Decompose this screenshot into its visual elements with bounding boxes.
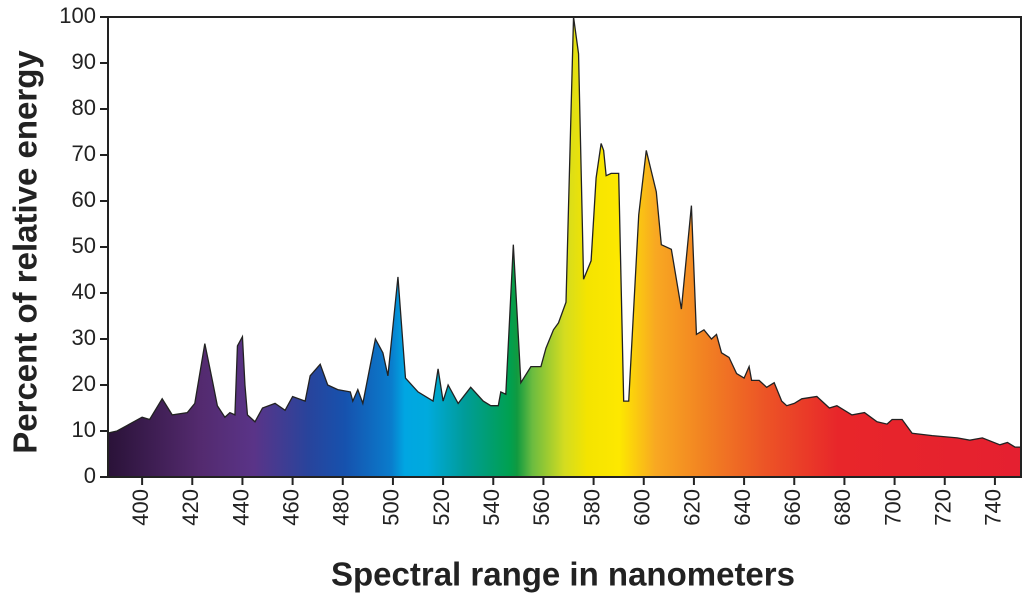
- x-tick-label: 680: [830, 489, 855, 526]
- y-tick-label: 30: [72, 325, 96, 350]
- y-axis-label: Percent of relative energy: [7, 50, 44, 454]
- x-tick-label: 400: [128, 489, 153, 526]
- y-tick-label: 80: [72, 95, 96, 120]
- x-tick-label: 500: [379, 489, 404, 526]
- y-tick-label: 40: [72, 279, 96, 304]
- x-tick-label: 480: [329, 489, 354, 526]
- area-fill: [107, 17, 1020, 477]
- y-tick-label: 50: [72, 233, 96, 258]
- x-tick-label: 620: [680, 489, 705, 526]
- x-tick-label: 640: [730, 489, 755, 526]
- area-outline: [106, 16, 1020, 448]
- x-tick-label: 600: [630, 489, 655, 526]
- y-tick-label: 100: [59, 3, 96, 28]
- y-tick-label: 70: [72, 141, 96, 166]
- y-tick-label: 0: [84, 463, 96, 488]
- x-tick-label: 560: [529, 489, 554, 526]
- y-tick-label: 10: [72, 417, 96, 442]
- x-tick-label: 660: [780, 489, 805, 526]
- y-tick-label: 60: [72, 187, 96, 212]
- x-tick-label: 700: [880, 489, 905, 526]
- x-tick-label: 540: [479, 489, 504, 526]
- y-tick-label: 20: [72, 371, 96, 396]
- x-tick-label: 740: [981, 489, 1006, 526]
- x-tick-label: 460: [278, 489, 303, 526]
- x-tick-label: 520: [429, 489, 454, 526]
- x-axis-label: Spectral range in nanometers: [331, 556, 795, 593]
- x-tick-label: 440: [228, 489, 253, 526]
- x-tick-label: 420: [178, 489, 203, 526]
- x-tick-label: 720: [931, 489, 956, 526]
- y-tick-label: 90: [72, 49, 96, 74]
- x-tick-label: 580: [579, 489, 604, 526]
